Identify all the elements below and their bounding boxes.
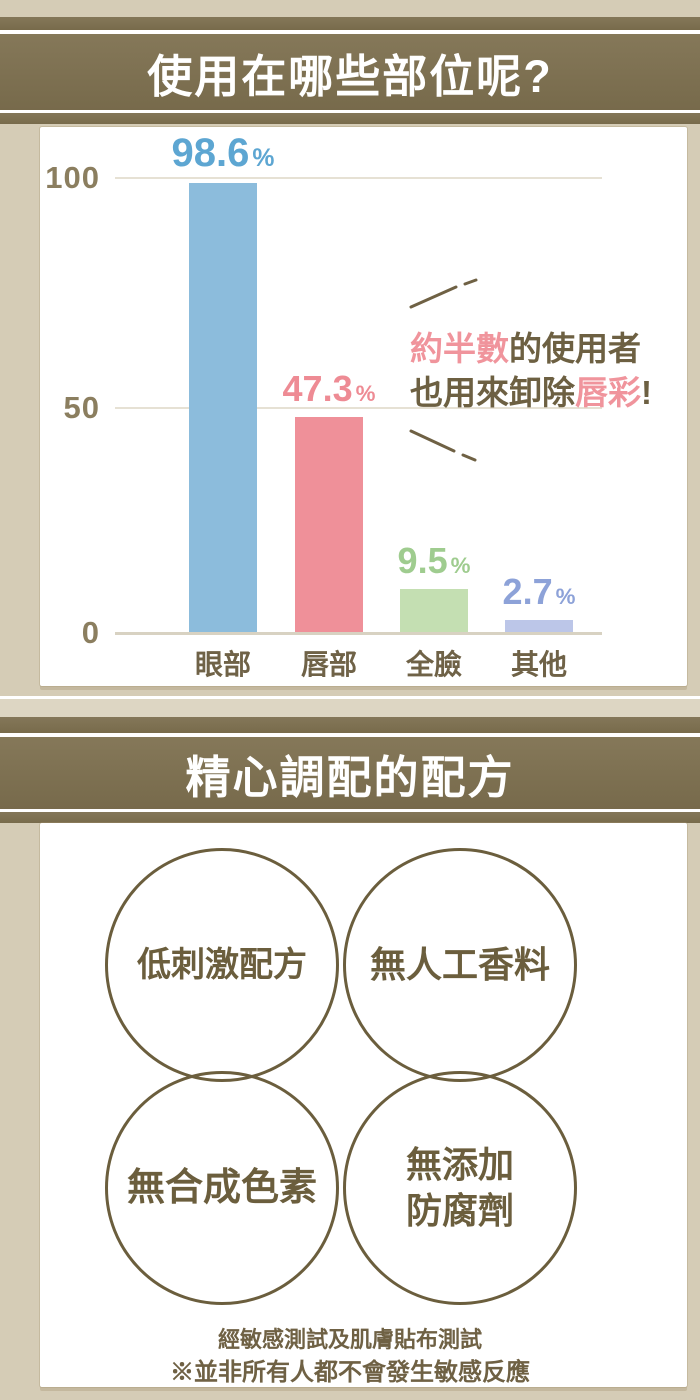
category-label-lips: 唇部 [300,649,357,680]
feature-label-line1: 無添加 [405,1144,514,1185]
header1-bottom-rule [0,110,700,113]
header2-light-strip [0,699,700,717]
bar-column-fullface: 9.5% [379,127,489,632]
formula-panel: 低刺激配方 無人工香料 無合成色素 無添加 防腐劑 [40,823,687,1387]
bar-value-lips: 47.3% [282,368,376,410]
ytick-50: 50 [63,390,100,425]
gridline-100 [115,177,602,179]
annotation-text: 約半數的使用者 也用來卸除唇彩! [410,327,700,415]
header1-bottom-border [0,113,700,124]
bar-other [505,620,573,632]
ytick-0: 0 [81,615,100,650]
emphasis-slash-bottom-icon [409,429,477,462]
feature-label: 無人工香料 [369,944,550,985]
feature-label: 無合成色素 [126,1167,317,1209]
feature-circle-no-fragrance: 無人工香料 [343,848,577,1082]
feature-circle-no-preservative: 無添加 防腐劑 [343,1071,577,1305]
bar-eyes [189,183,257,632]
bar-fullface [400,589,468,632]
bar-column-eyes: 98.6% [168,127,278,632]
gridline-50 [115,407,602,409]
category-label-other: 其他 [510,649,567,680]
feature-circle-low-irritation: 低刺激配方 [105,848,339,1082]
usage-chart-panel: 100 50 0 98.6% 47.3% 9.5% 2.7% 眼部 唇部 全臉 … [40,127,687,686]
x-axis-line [115,632,602,635]
feature-label-line2: 防腐劑 [405,1190,514,1231]
header2-top-rule [0,733,700,737]
bar-value-fullface: 9.5% [397,540,471,582]
bar-column-other: 2.7% [484,127,594,632]
feature-circle-no-colorant: 無合成色素 [105,1071,339,1305]
bar-value-other: 2.7% [502,571,576,613]
bar-column-lips: 47.3% [274,127,384,632]
section1-header: 使用在哪些部位呢? [0,34,700,110]
section1-title: 使用在哪些部位呢? [147,50,553,102]
header2-top-border [0,717,700,733]
bar-lips [295,417,363,632]
category-label-eyes: 眼部 [194,649,251,680]
feature-label: 低刺激配方 [137,946,307,984]
footnote-disclaimer: ※並非所有人都不會發生敏感反應 [170,1359,530,1386]
header2-bottom-border [0,812,700,823]
annotation-line1: 約半數的使用者 [410,330,641,367]
ytick-100: 100 [45,160,100,195]
annotation-line2: 也用來卸除唇彩! [410,374,652,411]
footnote-tested: 經敏感測試及肌膚貼布測試 [217,1327,482,1352]
section2-title: 精心調配的配方 [185,751,515,803]
header2-top-rule-outer [0,696,700,699]
header2-bottom-rule [0,809,700,812]
category-label-fullface: 全臉 [405,649,462,680]
header1-top-border [0,17,700,30]
emphasis-slash-top-icon [409,278,478,309]
section2-header: 精心調配的配方 [0,737,700,809]
bar-value-eyes: 98.6% [171,131,275,175]
header1-top-rule [0,30,700,34]
